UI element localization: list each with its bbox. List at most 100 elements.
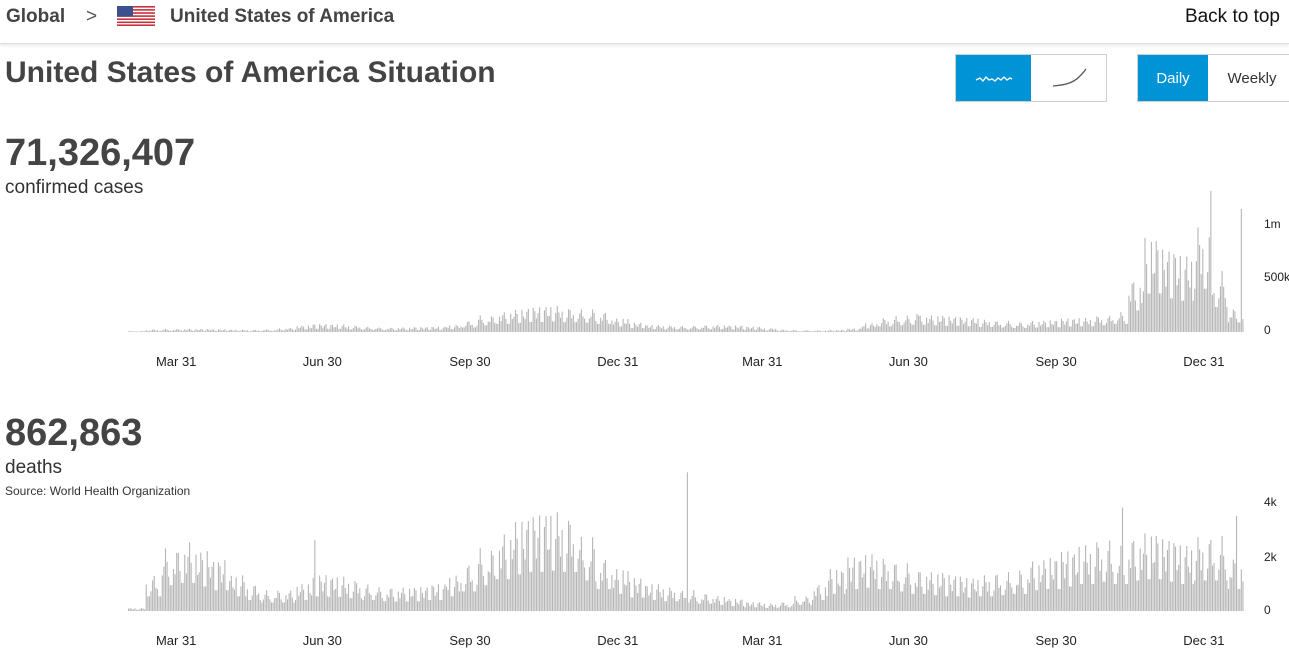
cases-bar [765, 330, 767, 332]
cases-bar [330, 325, 332, 332]
cases-bar [349, 329, 351, 332]
cases-bar [919, 315, 921, 332]
cases-bar [722, 329, 724, 332]
weekly-button[interactable]: Weekly [1227, 69, 1277, 87]
cases-bar [404, 328, 406, 332]
cases-bar [1027, 324, 1029, 332]
cases-bar [460, 326, 462, 332]
deaths-bar [704, 594, 706, 611]
cases-bar [232, 330, 234, 332]
deaths-bar [670, 590, 672, 611]
cases-bar [176, 329, 178, 332]
cases-bar [1038, 322, 1040, 332]
cases-bar [728, 325, 730, 332]
deaths-bar [571, 556, 573, 611]
deaths-bar [264, 594, 266, 611]
deaths-bar [1229, 576, 1231, 611]
deaths-bar [1139, 548, 1141, 611]
cases-bar [466, 322, 468, 332]
deaths-bar [1056, 561, 1058, 611]
cases-bar [749, 329, 751, 332]
deaths-bar [1017, 584, 1019, 611]
cases-bar [969, 326, 971, 332]
deaths-bar [1062, 562, 1064, 611]
deaths-bar [913, 593, 915, 611]
deaths-bar [690, 599, 692, 611]
chart-style-toggle [955, 54, 1107, 102]
cases-bar [516, 313, 518, 332]
cases-bar [895, 315, 897, 332]
deaths-bar [664, 601, 666, 611]
cases-bar [1086, 321, 1088, 332]
deaths-bar [991, 596, 993, 611]
deaths-bar [468, 565, 470, 611]
deaths-bar [291, 597, 293, 611]
deaths-y-tick-label: 4k [1264, 495, 1278, 509]
deaths-bar [487, 571, 489, 611]
deaths-bar [569, 524, 571, 611]
cases-bar [307, 325, 309, 332]
cases-bar [463, 327, 465, 332]
deaths-bar [743, 606, 745, 611]
cases-bar [455, 325, 457, 332]
cases-bar [916, 313, 918, 332]
deaths-bar [243, 582, 245, 611]
deaths-bar [543, 527, 545, 611]
deaths-bar [609, 588, 611, 611]
deaths-bar [614, 579, 616, 611]
cases-bar [935, 325, 937, 332]
deaths-bar [918, 572, 920, 611]
cases-bar [1089, 319, 1091, 332]
cases-bar [328, 328, 330, 332]
deaths-bar [1091, 584, 1093, 611]
cumulative-curve-button[interactable] [1031, 55, 1106, 101]
source-note: Source: World Health Organization [5, 484, 191, 498]
cases-bar [180, 330, 183, 332]
cases-bar [201, 329, 203, 332]
deaths-bar [274, 598, 276, 611]
deaths-bar [1044, 568, 1046, 611]
deaths-bar [450, 596, 452, 611]
deaths-bar [1184, 557, 1186, 611]
cases-bar [534, 311, 536, 332]
deaths-bar [673, 592, 676, 611]
deaths-bar [161, 575, 163, 611]
breadcrumb-global[interactable]: Global [6, 6, 66, 27]
cases-bar [359, 327, 361, 332]
cases-bar [624, 323, 626, 332]
cases-bar [857, 330, 859, 332]
daily-sparkline-button[interactable] [956, 55, 1031, 101]
cases-bar [238, 331, 240, 332]
cases-bar [839, 330, 841, 332]
cases-bar [646, 325, 648, 332]
deaths-bar [600, 572, 602, 611]
cases-bar [351, 329, 353, 332]
cases-bar [227, 330, 229, 332]
cases-bar [136, 331, 138, 333]
cases-bar [1123, 321, 1125, 332]
cases-bar [726, 327, 729, 332]
deaths-bar [863, 573, 865, 611]
deaths-bar [1112, 571, 1114, 611]
deaths-bar [834, 593, 836, 611]
deaths-bar [629, 581, 631, 611]
deaths-bar [1162, 539, 1164, 611]
cases-bar [611, 320, 613, 332]
deaths-bar [722, 604, 724, 611]
cases-bar [1240, 209, 1242, 332]
deaths-bar [1036, 590, 1038, 611]
back-to-top-link[interactable]: Back to top [1184, 6, 1280, 27]
cases-bar [295, 329, 297, 332]
cases-bar [619, 326, 621, 332]
deaths-bar [555, 538, 557, 611]
cases-bar [762, 329, 764, 332]
deaths-bar [648, 595, 650, 611]
cases-bar [497, 323, 499, 332]
cases-bar [275, 330, 277, 332]
deaths-bar [633, 578, 635, 611]
daily-button[interactable]: Daily [1138, 55, 1208, 101]
deaths-bar [935, 595, 937, 611]
deaths-bar [1144, 533, 1146, 611]
deaths-bar [1102, 581, 1104, 611]
deaths-bar [166, 561, 168, 611]
